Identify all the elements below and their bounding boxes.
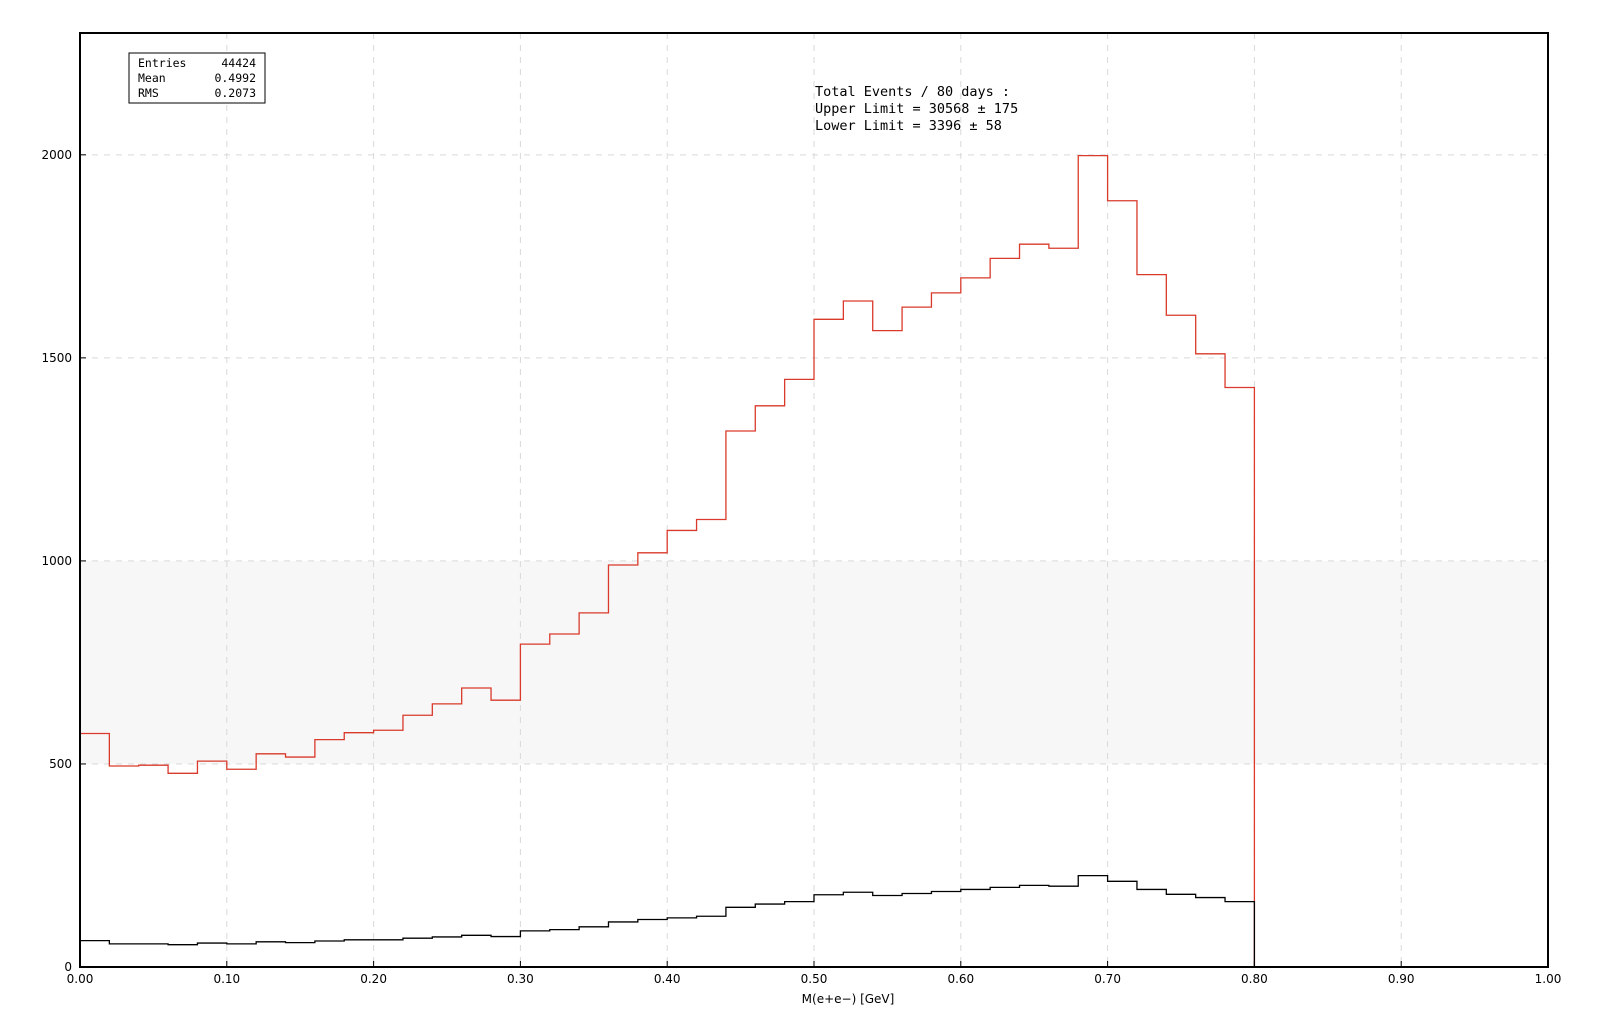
stats-box: Entries 44424 Mean 0.4992 RMS 0.2073 — [128, 52, 266, 104]
ticks-layer: 0.00 0.10 0.20 0.30 0.40 0.50 0.60 0.70 0.80 0.90… — [41, 148, 1561, 986]
y-tick-label: 500 — [49, 757, 72, 771]
x-tick-label: 0.00 — [67, 972, 94, 986]
histogram-series-red — [80, 154, 1256, 967]
series-layer — [80, 154, 1256, 967]
y-tick-label: 1000 — [41, 554, 72, 568]
stats-rms-value: 0.2073 — [214, 86, 256, 100]
x-tick-label: 0.80 — [1241, 972, 1268, 986]
x-tick-label: 0.90 — [1388, 972, 1415, 986]
stats-box-frame — [128, 52, 266, 104]
y-tick-label: 0 — [64, 960, 72, 974]
x-tick-label: 1.00 — [1535, 972, 1562, 986]
x-axis-title: M(e+e−) [GeV] — [802, 992, 895, 1006]
y-tick-label: 2000 — [41, 148, 72, 162]
x-tick-label: 0.30 — [507, 972, 534, 986]
total-events-annotation: Total Events / 80 days : Upper Limit = 3… — [815, 84, 1018, 134]
annotation-line-lower: Lower Limit = 3396 ± 58 — [815, 118, 1002, 134]
x-tick-label: 0.60 — [947, 972, 974, 986]
grid-layer — [80, 33, 1548, 967]
x-tick-label: 0.70 — [1094, 972, 1121, 986]
y-tick-label: 1500 — [41, 351, 72, 365]
annotation-line-upper: Upper Limit = 30568 ± 175 — [815, 101, 1018, 117]
x-tick-label: 0.10 — [213, 972, 240, 986]
stats-entries-value: 44424 — [221, 56, 256, 70]
x-tick-label: 0.20 — [360, 972, 387, 986]
stats-rms-label: RMS — [138, 86, 159, 100]
stats-entries-label: Entries — [138, 56, 186, 70]
x-tick-label: 0.50 — [801, 972, 828, 986]
annotation-line-total: Total Events / 80 days : — [815, 84, 1010, 100]
histogram-series-black — [80, 874, 1256, 967]
x-tick-label: 0.40 — [654, 972, 681, 986]
stats-mean-label: Mean — [138, 71, 166, 85]
stats-mean-value: 0.4992 — [214, 71, 256, 85]
